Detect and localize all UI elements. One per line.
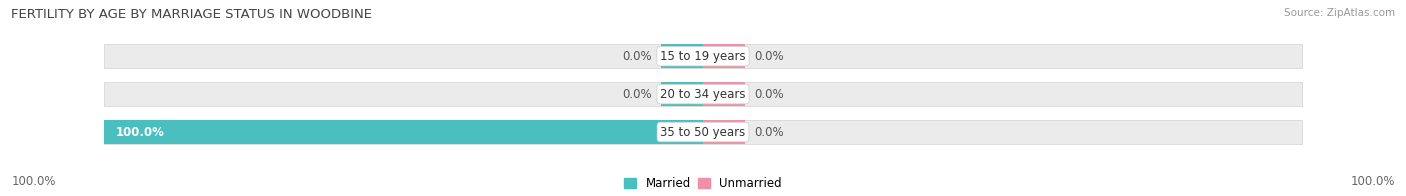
Text: 100.0%: 100.0% — [1350, 175, 1395, 188]
Text: 100.0%: 100.0% — [115, 125, 165, 139]
Bar — [661, 44, 703, 68]
Text: 0.0%: 0.0% — [623, 88, 652, 101]
Bar — [703, 120, 745, 144]
Bar — [703, 44, 745, 68]
Text: Source: ZipAtlas.com: Source: ZipAtlas.com — [1284, 8, 1395, 18]
Text: 0.0%: 0.0% — [754, 50, 783, 63]
Text: 0.0%: 0.0% — [754, 125, 783, 139]
Text: 35 to 50 years: 35 to 50 years — [661, 125, 745, 139]
Bar — [104, 44, 1302, 68]
Text: FERTILITY BY AGE BY MARRIAGE STATUS IN WOODBINE: FERTILITY BY AGE BY MARRIAGE STATUS IN W… — [11, 8, 373, 21]
Text: 20 to 34 years: 20 to 34 years — [661, 88, 745, 101]
Bar — [703, 82, 745, 106]
Bar — [661, 120, 703, 144]
Bar — [104, 82, 1302, 106]
Legend: Married, Unmarried: Married, Unmarried — [624, 177, 782, 190]
Text: 15 to 19 years: 15 to 19 years — [661, 50, 745, 63]
Text: 0.0%: 0.0% — [754, 88, 783, 101]
Bar — [661, 82, 703, 106]
Bar — [104, 120, 703, 144]
Text: 100.0%: 100.0% — [11, 175, 56, 188]
Bar — [104, 120, 1302, 144]
Text: 0.0%: 0.0% — [623, 50, 652, 63]
